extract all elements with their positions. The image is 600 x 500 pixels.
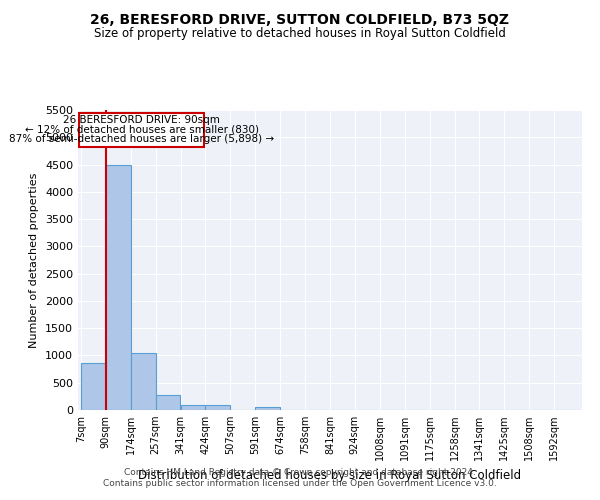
Bar [256, 406, 280, 410]
X-axis label: Distribution of detached houses by size in Royal Sutton Coldfield: Distribution of detached houses by size … [139, 468, 521, 481]
Y-axis label: Number of detached properties: Number of detached properties [29, 172, 40, 348]
Bar [205, 405, 230, 410]
Text: Contains HM Land Registry data © Crown copyright and database right 2024.
Contai: Contains HM Land Registry data © Crown c… [103, 468, 497, 487]
Text: Size of property relative to detached houses in Royal Sutton Coldfield: Size of property relative to detached ho… [94, 28, 506, 40]
Bar [106, 164, 131, 410]
Text: 26 BERESFORD DRIVE: 90sqm: 26 BERESFORD DRIVE: 90sqm [64, 115, 220, 125]
Bar [181, 405, 205, 410]
Bar [79, 114, 204, 147]
Bar [155, 394, 181, 410]
Bar [131, 352, 155, 410]
Text: 87% of semi-detached houses are larger (5,898) →: 87% of semi-detached houses are larger (… [9, 134, 274, 144]
Text: 26, BERESFORD DRIVE, SUTTON COLDFIELD, B73 5QZ: 26, BERESFORD DRIVE, SUTTON COLDFIELD, B… [91, 12, 509, 26]
Bar [81, 362, 106, 410]
Text: ← 12% of detached houses are smaller (830): ← 12% of detached houses are smaller (83… [25, 124, 259, 134]
